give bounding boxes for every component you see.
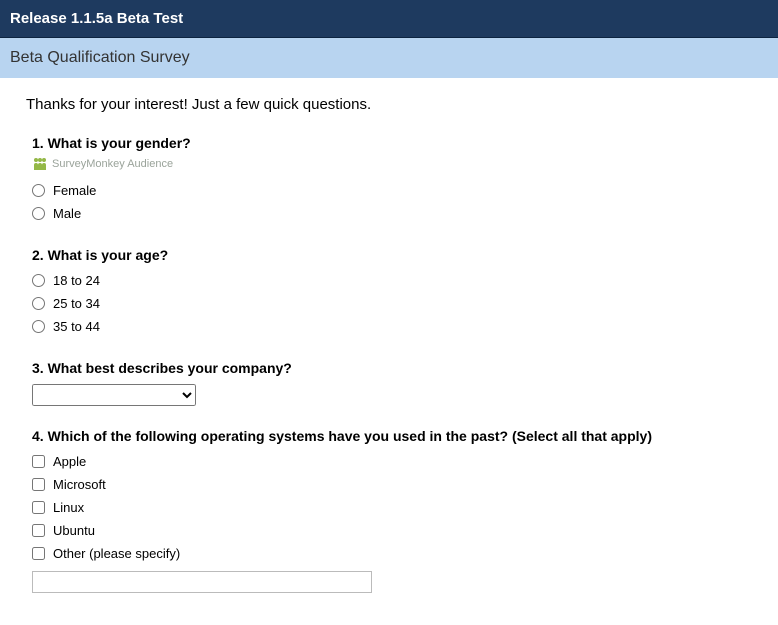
q4-checkbox-apple[interactable] [32, 455, 45, 468]
question-2: 2. What is your age? 18 to 24 25 to 34 3… [32, 247, 756, 338]
audience-badge: SurveyMonkey Audience [32, 157, 756, 171]
question-3: 3. What best describes your company? [32, 360, 756, 406]
q2-option-25-34-label: 25 to 34 [53, 296, 100, 311]
question-4-text: Which of the following operating systems… [48, 428, 652, 444]
question-3-title: 3. What best describes your company? [32, 360, 756, 376]
question-1-number: 1. [32, 135, 44, 151]
q4-option-microsoft-label: Microsoft [53, 477, 106, 492]
q2-option-35-44[interactable]: 35 to 44 [32, 315, 756, 338]
title-bar: Release 1.1.5a Beta Test [0, 0, 778, 38]
q1-option-female[interactable]: Female [32, 179, 756, 202]
people-icon [32, 157, 48, 171]
question-4: 4. Which of the following operating syst… [32, 428, 756, 593]
q4-checkbox-other[interactable] [32, 547, 45, 560]
q1-radio-male[interactable] [32, 207, 45, 220]
question-3-number: 3. [32, 360, 44, 376]
intro-text: Thanks for your interest! Just a few qui… [26, 96, 756, 113]
q4-option-microsoft[interactable]: Microsoft [32, 473, 756, 496]
q2-option-18-24-label: 18 to 24 [53, 273, 100, 288]
q4-option-linux-label: Linux [53, 500, 84, 515]
q4-checkbox-microsoft[interactable] [32, 478, 45, 491]
question-2-text: What is your age? [48, 247, 169, 263]
survey-content: Thanks for your interest! Just a few qui… [0, 78, 778, 625]
question-4-title: 4. Which of the following operating syst… [32, 428, 756, 444]
q4-other-input[interactable] [32, 571, 372, 593]
q2-option-25-34[interactable]: 25 to 34 [32, 292, 756, 315]
survey-title: Beta Qualification Survey [10, 49, 190, 66]
q4-option-ubuntu[interactable]: Ubuntu [32, 519, 756, 542]
q3-company-dropdown[interactable] [32, 384, 196, 406]
q1-option-male-label: Male [53, 206, 81, 221]
q4-option-apple[interactable]: Apple [32, 450, 756, 473]
q2-radio-35-44[interactable] [32, 320, 45, 333]
q4-checkbox-ubuntu[interactable] [32, 524, 45, 537]
q4-option-other[interactable]: Other (please specify) [32, 542, 756, 565]
q4-option-ubuntu-label: Ubuntu [53, 523, 95, 538]
question-1-title: 1. What is your gender? [32, 135, 756, 151]
q1-radio-female[interactable] [32, 184, 45, 197]
q2-radio-25-34[interactable] [32, 297, 45, 310]
question-1: 1. What is your gender? SurveyMonkey Aud… [32, 135, 756, 225]
question-4-number: 4. [32, 428, 44, 444]
page-title: Release 1.1.5a Beta Test [10, 10, 183, 27]
question-2-title: 2. What is your age? [32, 247, 756, 263]
q2-radio-18-24[interactable] [32, 274, 45, 287]
q4-checkbox-linux[interactable] [32, 501, 45, 514]
q2-option-35-44-label: 35 to 44 [53, 319, 100, 334]
sub-header: Beta Qualification Survey [0, 38, 778, 78]
question-3-text: What best describes your company? [48, 360, 292, 376]
question-1-text: What is your gender? [48, 135, 191, 151]
q2-option-18-24[interactable]: 18 to 24 [32, 269, 756, 292]
q4-option-other-label: Other (please specify) [53, 546, 180, 561]
question-2-number: 2. [32, 247, 44, 263]
audience-label-text: SurveyMonkey Audience [52, 158, 173, 170]
q4-option-apple-label: Apple [53, 454, 86, 469]
q4-option-linux[interactable]: Linux [32, 496, 756, 519]
q1-option-male[interactable]: Male [32, 202, 756, 225]
q1-option-female-label: Female [53, 183, 96, 198]
